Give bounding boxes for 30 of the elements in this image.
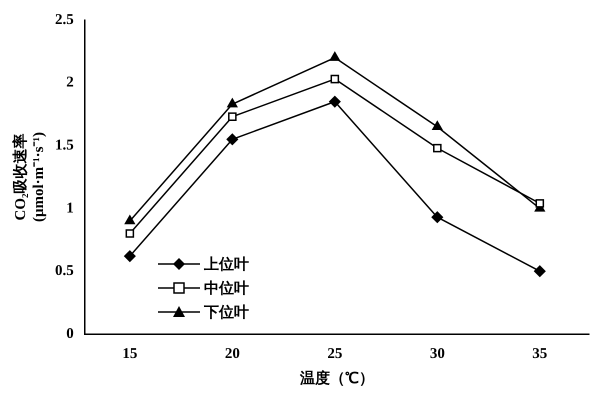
point [227, 98, 238, 108]
point [432, 121, 442, 130]
point [126, 229, 134, 238]
x-tick-label: 25 [327, 346, 342, 362]
legend-label: 中位叶 [204, 279, 249, 298]
y-tick-label: 2.5 [55, 12, 74, 28]
point [432, 211, 444, 223]
point [330, 74, 340, 84]
point [226, 134, 238, 146]
y-axis-title: CO₂吸收速率 (μmol·m⁻¹·s⁻¹) [10, 132, 47, 222]
x-axis-title: 温度（℃） [298, 368, 374, 387]
legend-label: 下位叶 [204, 303, 249, 322]
point [534, 265, 546, 277]
point [228, 112, 237, 121]
y-tick-label: 1.5 [55, 137, 74, 154]
y-tick-label: 1 [66, 200, 74, 216]
point [124, 215, 135, 224]
legend-label: 上位叶 [204, 255, 249, 274]
point [536, 199, 544, 208]
x-tick-label: 30 [430, 346, 445, 362]
point [433, 144, 442, 152]
point [124, 250, 136, 262]
x-tick-label: 35 [532, 346, 548, 362]
y-tick-label: 2 [66, 74, 74, 91]
x-tick-label: 20 [224, 346, 240, 362]
x-tick-label: 15 [122, 346, 138, 362]
point [330, 52, 340, 61]
y-tick-label: 0.5 [55, 263, 74, 280]
y-tick-label: 0 [66, 326, 74, 342]
point [329, 96, 341, 108]
